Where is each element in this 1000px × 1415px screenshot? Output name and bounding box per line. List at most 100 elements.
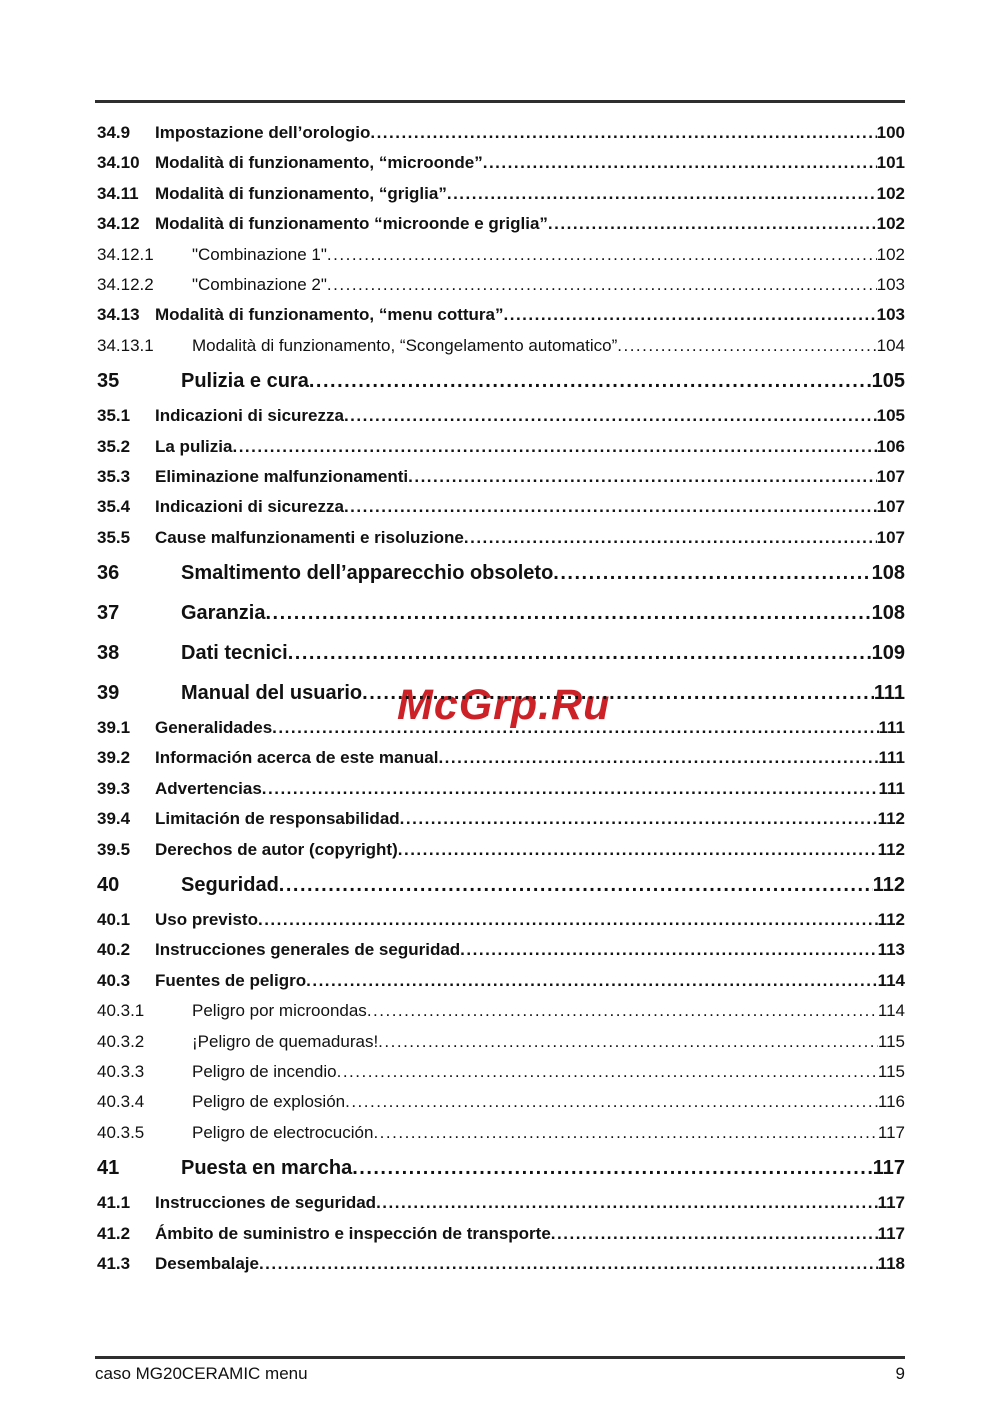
toc-entry[interactable]: 37 Garanzia 108: [97, 593, 905, 633]
toc-entry-title: Peligro de incendio: [192, 1061, 337, 1081]
toc-entry-number: 34.11: [97, 183, 139, 203]
toc-entry-page: 103: [876, 274, 905, 294]
toc-entry-page: 107: [876, 497, 905, 517]
toc-dot-leader: [309, 361, 872, 401]
toc-entry-title: Impostazione dell’orologio: [155, 123, 371, 142]
toc-entry[interactable]: 35.4 Indicazioni di sicurezza 107: [97, 492, 905, 522]
toc-entry-number: 41.1: [97, 1193, 131, 1213]
toc-dot-leader: [551, 1219, 878, 1249]
toc-dot-leader: [367, 996, 878, 1026]
footer-document-title: caso MG20CERAMIC menu: [95, 1364, 308, 1383]
toc-entry-page: 118: [877, 1253, 905, 1273]
toc-entry-number: 40.3.1: [97, 1001, 145, 1021]
toc-dot-leader: [344, 401, 877, 431]
toc-entry[interactable]: 35.1 Indicazioni di sicurezza 105: [97, 401, 905, 431]
toc-entry-page: 102: [876, 214, 905, 234]
toc-entry[interactable]: 40.3.3 Peligro de incendio 115: [97, 1057, 905, 1087]
toc-entry-page: 105: [871, 370, 905, 393]
toc-entry[interactable]: 39.4 Limitación de responsabilidad 112: [97, 804, 905, 834]
toc-entry[interactable]: 35 Pulizia e cura 105: [97, 361, 905, 401]
toc-entry[interactable]: 38 Dati tecnici 109: [97, 633, 905, 673]
toc-entry-title: Smaltimento dell’apparecchio obsoleto: [181, 562, 554, 585]
toc-dot-leader: [272, 713, 878, 743]
toc-dot-leader: [352, 1148, 873, 1188]
toc-entry[interactable]: 40 Seguridad 112: [97, 865, 905, 905]
toc-entry-number: 35.4: [97, 497, 131, 517]
toc-entry-number: 39.2: [97, 748, 131, 768]
toc-entry-number: 34.9: [97, 123, 131, 142]
toc-dot-leader: [262, 774, 879, 804]
toc-entry-page: 112: [877, 839, 905, 859]
toc-entry-title: Manual del usuario: [181, 682, 363, 705]
toc-dot-leader: [344, 492, 877, 522]
toc-entry[interactable]: 39.1 Generalidades 111: [97, 713, 905, 743]
toc-entry-page: 107: [876, 466, 905, 486]
toc-entry[interactable]: 39 Manual del usuario 111: [97, 673, 905, 713]
toc-entry[interactable]: 40.3.2 ¡Peligro de quemaduras! 115: [97, 1027, 905, 1057]
toc-entry-title: Modalità di funzionamento “microonde e g…: [155, 214, 548, 234]
toc-entry-number: 41: [97, 1157, 120, 1180]
toc-dot-leader: [447, 179, 877, 209]
toc-entry-title: Cause malfunzionamenti e risoluzione: [155, 527, 464, 547]
toc-entry-title: Instrucciones generales de seguridad: [155, 940, 461, 960]
toc-entry[interactable]: 41 Puesta en marcha 117: [97, 1148, 905, 1188]
toc-dot-leader: [337, 1057, 878, 1087]
toc-entry[interactable]: 34.12 Modalità di funzionamento “microon…: [97, 209, 905, 239]
toc-entry-page: 117: [877, 1223, 905, 1243]
toc-dot-leader: [438, 743, 878, 773]
toc-entry-title: Fuentes de peligro: [155, 970, 307, 990]
toc-entry-title: Modalità di funzionamento, “griglia”: [155, 183, 447, 203]
toc-entry[interactable]: 40.3.1 Peligro por microondas 114: [97, 996, 905, 1026]
toc-entry-number: 39.3: [97, 778, 131, 798]
toc-dot-leader: [265, 593, 871, 633]
toc-entry-number: 40.3.2: [97, 1031, 145, 1051]
toc-entry-number: 35.5: [97, 527, 131, 547]
toc-entry[interactable]: 40.3.4 Peligro de explosión 116: [97, 1087, 905, 1117]
toc-entry[interactable]: 34.10 Modalità di funzionamento, “microo…: [97, 148, 905, 178]
toc-entry-title: ¡Peligro de quemaduras!: [192, 1031, 379, 1051]
toc-entry[interactable]: 34.9 Impostazione dell’orologio 100: [97, 118, 905, 148]
toc-entry-page: 108: [871, 562, 905, 585]
toc-entry-page: 108: [871, 602, 905, 625]
toc-entry[interactable]: 40.1 Uso previsto 112: [97, 905, 905, 935]
toc-dot-leader: [553, 553, 871, 593]
toc-dot-leader: [362, 673, 874, 713]
toc-entry[interactable]: 41.2 Ámbito de suministro e inspección d…: [97, 1219, 905, 1249]
toc-entry[interactable]: 34.13.1 Modalità di funzionamento, “Scon…: [97, 331, 905, 361]
toc-dot-leader: [460, 935, 877, 965]
toc-entry-page: 112: [877, 910, 905, 930]
toc-entry[interactable]: 35.2 La pulizia 106: [97, 432, 905, 462]
toc-entry[interactable]: 35.3 Eliminazione malfunzionamenti 107: [97, 462, 905, 492]
toc-entry[interactable]: 40.2 Instrucciones generales de segurida…: [97, 935, 905, 965]
toc-dot-leader: [345, 1087, 878, 1117]
toc-entry-page: 105: [876, 406, 905, 426]
toc-entry-number: 34.13: [97, 305, 140, 325]
toc-entry-title: La pulizia: [155, 436, 233, 456]
toc-entry-title: Limitación de responsabilidad: [155, 809, 400, 829]
toc-entry[interactable]: 39.3 Advertencias 111: [97, 774, 905, 804]
toc-entry[interactable]: 34.11 Modalità di funzionamento, “grigli…: [97, 179, 905, 209]
toc-dot-leader: [464, 523, 877, 553]
table-of-contents: 34.9 Impostazione dell’orologio 100 34.1…: [97, 118, 905, 1279]
toc-entry-page: 112: [872, 874, 905, 897]
toc-entry[interactable]: 34.12.2 "Combinazione 2" 103: [97, 270, 905, 300]
toc-entry[interactable]: 40.3 Fuentes de peligro 114: [97, 966, 905, 996]
toc-entry-page: 107: [876, 527, 905, 547]
toc-entry-title: Peligro por microondas: [192, 1001, 367, 1021]
toc-entry[interactable]: 39.5 Derechos de autor (copyright) 112: [97, 835, 905, 865]
toc-dot-leader: [306, 966, 877, 996]
toc-entry[interactable]: 41.1 Instrucciones de seguridad 117: [97, 1188, 905, 1218]
toc-entry[interactable]: 36 Smaltimento dell’apparecchio obsoleto…: [97, 553, 905, 593]
toc-entry[interactable]: 34.12.1 "Combinazione 1" 102: [97, 240, 905, 270]
toc-entry-page: 100: [876, 123, 905, 142]
toc-entry[interactable]: 34.13 Modalità di funzionamento, “menu c…: [97, 300, 905, 330]
toc-entry[interactable]: 40.3.5 Peligro de electrocución 117: [97, 1118, 905, 1148]
toc-entry-page: 111: [873, 682, 905, 705]
toc-entry-page: 113: [877, 940, 905, 960]
toc-entry[interactable]: 35.5 Cause malfunzionamenti e risoluzion…: [97, 523, 905, 553]
toc-entry-page: 104: [876, 335, 905, 355]
toc-entry[interactable]: 41.3 Desembalaje 118: [97, 1249, 905, 1279]
toc-entry[interactable]: 39.2 Información acerca de este manual 1…: [97, 743, 905, 773]
toc-entry-number: 40.3.3: [97, 1061, 145, 1081]
toc-entry-number: 40.3.5: [97, 1122, 145, 1142]
